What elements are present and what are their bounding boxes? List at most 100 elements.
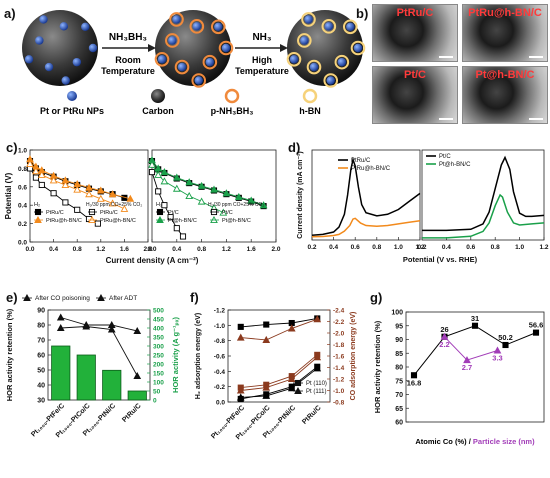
shell-ring (202, 54, 218, 70)
legend-label: After ADT (109, 295, 137, 302)
series-line (444, 336, 498, 361)
data-point (56, 323, 65, 332)
data-point (148, 160, 156, 168)
y-tick-label: 0.0 (216, 400, 225, 407)
series-line (240, 317, 318, 328)
series-line (311, 156, 421, 236)
shell-ring (323, 73, 339, 88)
y-axis-label-right: CO adsorption energy (eV) (350, 312, 357, 401)
y-axis-label: HOR activity retention (%) (373, 320, 382, 413)
nanoparticle (309, 62, 319, 72)
data-point (133, 371, 142, 380)
nanoparticle (353, 43, 363, 53)
y-tick-label-right: -1.6 (333, 353, 345, 360)
legend-label: Pt@h-BN/C (222, 218, 251, 224)
y-tick-label: 90 (37, 308, 45, 315)
data-point (313, 353, 322, 361)
shell-ring (342, 19, 358, 35)
data-label: 50.2 (498, 333, 513, 342)
panel-c-chart: c)0.0 0.4 0.8 1.2 1.6 2.00.00.20.40.60.81.0H₂… (4, 140, 281, 265)
x-tick-label: 0.6 (466, 244, 475, 251)
data-point (197, 181, 206, 189)
y-tick-label: 0.2 (18, 221, 27, 228)
tem-image-ptru-hbn-c: PtRu@h-BN/C (462, 4, 548, 62)
bar (76, 354, 96, 401)
legend-label: PtRu/C (100, 210, 118, 216)
y-tick-label: 90 (395, 337, 403, 344)
data-point (263, 321, 270, 328)
x-tick-label: 0.4 (49, 246, 58, 253)
y-tick-label: -1.2 (214, 308, 226, 315)
data-point (154, 170, 163, 178)
x-tick-label: 0.8 (372, 244, 381, 251)
data-point (234, 192, 243, 200)
nanoparticle (324, 22, 334, 31)
y-tick-label: 1.0 (18, 148, 27, 155)
data-point (185, 178, 194, 186)
nanoparticle (61, 76, 70, 85)
shell-ring (334, 54, 350, 70)
step1-cond-1: Room (115, 55, 141, 65)
y-tick-label: 95 (395, 323, 403, 330)
data-point (107, 325, 116, 333)
data-point (82, 322, 91, 330)
tem-image-pt-c: Pt/C (372, 66, 458, 124)
y-tick-label: 70 (37, 338, 45, 345)
y-tick-label-right: 150 (153, 370, 164, 377)
data-point (96, 186, 105, 194)
legend-p-nh3bh3-label: p-NH₃BH₃ (211, 106, 254, 116)
legend-label: Pt/C (168, 210, 179, 216)
y-tick-label: 70 (395, 392, 403, 399)
y-tick-label: -0.4 (214, 369, 226, 376)
y-tick-label: 60 (395, 420, 403, 427)
legend-marker (97, 293, 105, 302)
panel-f-label: f) (190, 290, 199, 305)
series-line (240, 354, 318, 389)
x-axis-label: Current density (A cm⁻²) (106, 256, 199, 265)
legend-p-nh3bh3-icon (224, 88, 240, 104)
nanoparticle (346, 22, 355, 31)
data-point (161, 202, 168, 209)
y-tick-label: 30 (37, 398, 45, 405)
data-point (493, 346, 502, 354)
legend-h2-header: H₂ (156, 202, 162, 208)
data-label: 2.7 (462, 363, 472, 372)
x-tick-label: 0.8 (197, 246, 206, 253)
step2-cond-1: High (252, 55, 272, 65)
tem-label: Pt/C (404, 69, 426, 81)
x-tick-label: 1.0 (515, 244, 524, 251)
subplot-frame (151, 149, 277, 243)
nanoparticle (168, 36, 177, 45)
data-point (120, 204, 129, 212)
data-point (222, 189, 231, 197)
y-tick-label: 0.6 (18, 184, 27, 191)
data-point (56, 313, 65, 321)
data-point (160, 168, 169, 176)
panel-e-chart: e) 30 40 50 60 70 80 90 0 50 100 150 200 250 300 350 400… (5, 290, 180, 439)
bar (102, 369, 122, 401)
bar (127, 390, 147, 401)
legend-h2-header: H₂ (34, 202, 40, 208)
x-axis-label-part: Atomic Co (%) (415, 437, 467, 446)
x-tick-label: 0.4 (172, 246, 181, 253)
y-tick-label-right: 50 (153, 388, 161, 395)
data-point (262, 383, 271, 391)
nanoparticle (192, 22, 202, 31)
data-point (94, 220, 101, 227)
step2-reagent: NH₃ (252, 32, 271, 43)
data-point (471, 322, 479, 329)
y-tick-label: 0.8 (18, 166, 27, 173)
step1-reagent: NH₃BH₃ (109, 32, 148, 43)
shell-ring (321, 19, 337, 34)
series-line (60, 326, 138, 377)
nanoparticle (337, 57, 347, 67)
shell-ring (169, 12, 184, 27)
subplot-frame (311, 149, 421, 241)
y-tick-label: 60 (37, 353, 45, 360)
panel-g-label: g) (370, 290, 382, 305)
legend-co-header: H₂/30 ppm CO+25% CO₂ (86, 202, 142, 208)
data-label: 3.3 (492, 354, 502, 363)
data-point (287, 324, 296, 332)
shell-ring (174, 59, 190, 75)
y-tick-label: 40 (37, 383, 45, 390)
